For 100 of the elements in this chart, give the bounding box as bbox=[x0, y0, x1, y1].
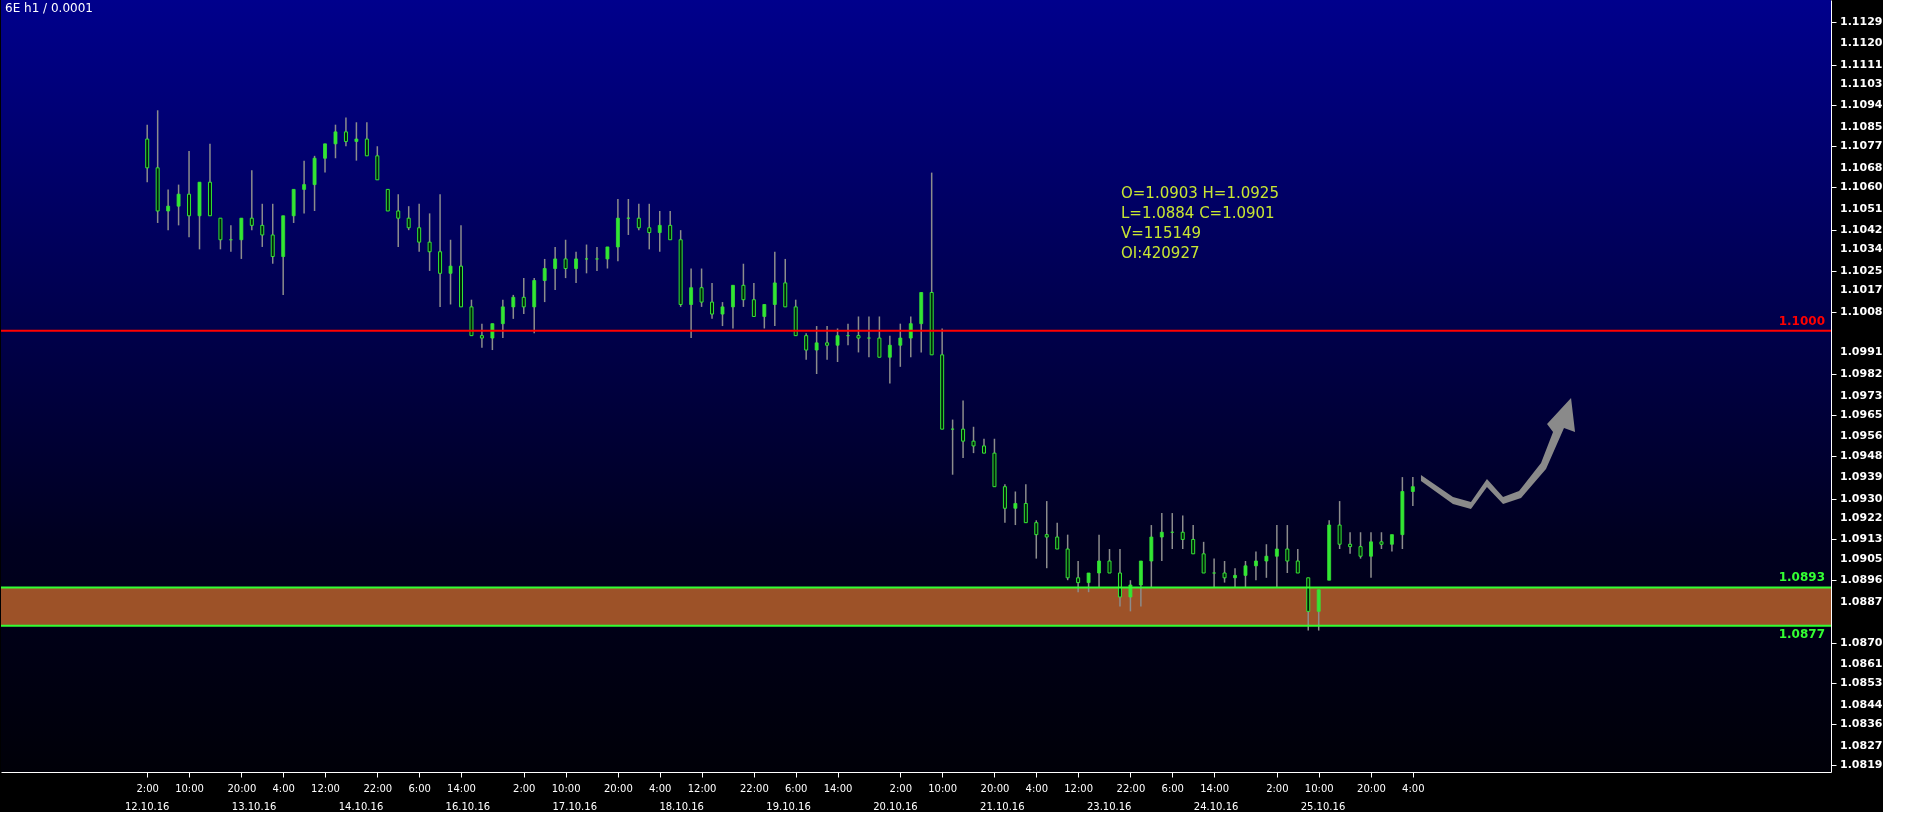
x-tick-label: 12:00 bbox=[687, 782, 717, 794]
candlestick bbox=[270, 203, 275, 265]
y-tick-label: 1.0939 bbox=[1840, 470, 1883, 484]
candlestick bbox=[1044, 500, 1049, 569]
y-tick-label: 1.1008 bbox=[1840, 304, 1883, 318]
x-tick-label: 10:00 bbox=[1304, 782, 1334, 794]
candlestick bbox=[1410, 476, 1415, 507]
text: 23.10.16 bbox=[1086, 801, 1132, 812]
text: 25.10.16 bbox=[1300, 801, 1346, 812]
candlestick bbox=[511, 294, 516, 320]
candlestick bbox=[867, 315, 871, 358]
y-tick-label: 1.0956 bbox=[1840, 429, 1883, 443]
candlestick bbox=[1233, 567, 1237, 589]
candlestick bbox=[961, 399, 966, 459]
x-tick-label: 2:00 bbox=[513, 782, 536, 794]
text: 17.10.16 bbox=[552, 801, 598, 812]
x-tick-label: 4:00 bbox=[649, 782, 672, 794]
x-tick-label: 14:00 bbox=[1200, 782, 1230, 794]
candlestick bbox=[490, 322, 495, 351]
x-tick-label: 14:00 bbox=[447, 782, 476, 794]
candlestick bbox=[1337, 500, 1342, 550]
x-tick-label: 4:00 bbox=[272, 782, 295, 794]
x-tick-label: 10:00 bbox=[551, 782, 581, 794]
y-tick-label: 1.0905 bbox=[1840, 551, 1883, 565]
y-tick-label: 1.0982 bbox=[1840, 367, 1883, 381]
y-tick-label: 1.0887 bbox=[1840, 594, 1883, 608]
candlestick bbox=[751, 282, 756, 318]
candlestick bbox=[553, 246, 558, 291]
text: 16.10.16 bbox=[445, 801, 491, 812]
candlestick bbox=[1013, 490, 1018, 526]
candlestick bbox=[187, 150, 192, 239]
candlestick bbox=[417, 203, 422, 253]
x-tick-label: 12:00 bbox=[311, 782, 340, 794]
y-tick-label: 1.0896 bbox=[1840, 573, 1883, 587]
x-tick-label: 22:00 bbox=[739, 782, 769, 794]
y-tick-label: 1.1034 bbox=[1840, 242, 1883, 256]
candlestick bbox=[887, 334, 892, 385]
y-tick-label: 1.0922 bbox=[1840, 510, 1883, 524]
candlestick bbox=[699, 267, 704, 308]
y-tick-label: 1.0965 bbox=[1840, 407, 1883, 421]
candlestick bbox=[1107, 548, 1112, 574]
candlestick bbox=[542, 258, 547, 303]
text: 13.10.16 bbox=[231, 801, 277, 812]
candlestick bbox=[908, 315, 913, 358]
candlestick bbox=[1117, 548, 1122, 608]
y-tick-label: 1.1103 bbox=[1840, 76, 1883, 90]
candlestick bbox=[689, 267, 694, 339]
x-tick-label: 20:00 bbox=[980, 782, 1010, 794]
x-tick-label: 4:00 bbox=[1025, 782, 1049, 794]
y-tick-label: 1.1077 bbox=[1840, 139, 1883, 153]
candlestick bbox=[814, 325, 819, 375]
x-tick-label: 2:00 bbox=[889, 782, 913, 794]
candlestick bbox=[1097, 533, 1101, 589]
x-tick-label: 2:00 bbox=[1266, 782, 1289, 794]
candlestick bbox=[1128, 579, 1133, 613]
y-tick-label: 1.0913 bbox=[1840, 532, 1883, 546]
candlestick bbox=[1191, 524, 1196, 555]
candlestick bbox=[166, 188, 171, 231]
y-tick-label: 1.0948 bbox=[1840, 448, 1883, 462]
candlestick bbox=[427, 212, 432, 272]
candlestick bbox=[783, 258, 788, 308]
candlestick bbox=[1212, 557, 1216, 589]
x-tick-label: 6:00 bbox=[408, 782, 431, 794]
y-tick-label: 1.1111 bbox=[1840, 57, 1883, 71]
candlestick bbox=[657, 210, 662, 253]
text: 14.10.16 bbox=[338, 801, 384, 812]
text: 19.10.16 bbox=[766, 801, 811, 812]
y-tick-label: 1.1060 bbox=[1840, 180, 1883, 194]
candlestick bbox=[856, 315, 861, 354]
candlestick bbox=[1222, 560, 1227, 584]
candlestick bbox=[1023, 483, 1028, 524]
y-tick-label: 1.0827 bbox=[1840, 738, 1883, 752]
candlestick bbox=[636, 203, 641, 231]
candlestick bbox=[1369, 531, 1373, 579]
candlestick bbox=[1159, 512, 1164, 562]
candlestick bbox=[1201, 541, 1206, 574]
x-tick-label: 10:00 bbox=[175, 782, 204, 794]
candlestick bbox=[741, 262, 746, 308]
y-tick-label: 1.1042 bbox=[1840, 223, 1883, 237]
candlestick bbox=[835, 327, 840, 363]
candlestick bbox=[1285, 524, 1290, 574]
candlestick bbox=[249, 169, 254, 231]
candlestick bbox=[877, 315, 882, 358]
y-tick-label: 1.0819 bbox=[1840, 757, 1883, 771]
candlestick bbox=[323, 143, 327, 174]
x-tick-label: 6:00 bbox=[784, 782, 808, 794]
y-tick-label: 1.1120 bbox=[1840, 36, 1883, 50]
y-tick-label: 1.1017 bbox=[1840, 283, 1883, 297]
y-tick-label: 1.1051 bbox=[1840, 201, 1883, 215]
candlestick bbox=[375, 145, 380, 181]
x-tick-label: 20:00 bbox=[1357, 782, 1386, 794]
candlestick bbox=[1086, 572, 1091, 593]
x-tick-label: 10:00 bbox=[928, 782, 958, 794]
candlestick bbox=[605, 246, 610, 270]
y-tick-label: 1.0973 bbox=[1840, 388, 1883, 402]
candlestick bbox=[971, 426, 976, 454]
candlestick bbox=[668, 210, 673, 241]
x-tick-label: 20:00 bbox=[227, 782, 257, 794]
candlestick bbox=[448, 239, 453, 306]
candlestick bbox=[1138, 560, 1143, 608]
